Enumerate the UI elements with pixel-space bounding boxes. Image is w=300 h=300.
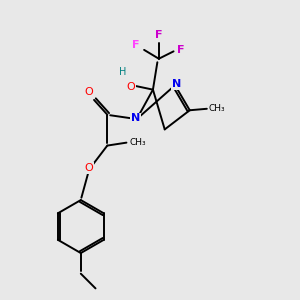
Text: N: N bbox=[172, 79, 181, 89]
Text: CH₃: CH₃ bbox=[208, 104, 225, 113]
Text: O: O bbox=[84, 87, 93, 97]
Text: F: F bbox=[155, 30, 163, 40]
Text: H: H bbox=[119, 67, 126, 77]
Text: F: F bbox=[132, 40, 140, 50]
Text: F: F bbox=[177, 45, 185, 55]
Text: CH₃: CH₃ bbox=[129, 137, 146, 146]
Text: O: O bbox=[127, 82, 135, 92]
Text: O: O bbox=[85, 163, 93, 173]
Text: N: N bbox=[131, 113, 140, 124]
